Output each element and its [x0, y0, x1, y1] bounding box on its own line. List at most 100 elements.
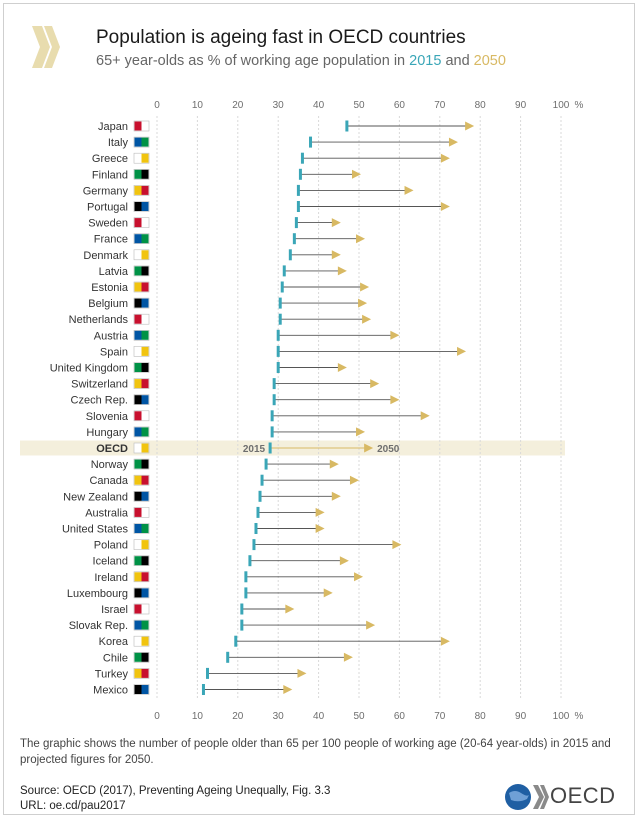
marker-2015: [244, 571, 248, 583]
flag-stripe: [134, 250, 142, 260]
flag-stripe: [134, 185, 142, 195]
flag-stripe: [134, 636, 142, 646]
x-tick-bottom: 80: [475, 711, 487, 722]
flag-stripe: [134, 282, 142, 292]
country-label: Iceland: [93, 556, 128, 568]
marker-2015: [309, 136, 313, 148]
country-label: Luxembourg: [67, 588, 128, 600]
flag-stripe: [134, 459, 142, 469]
marker-2015: [276, 362, 280, 373]
flag-stripe: [134, 379, 142, 389]
flag-stripe: [141, 266, 149, 276]
marker-2050: [364, 443, 374, 453]
flag-stripe: [141, 346, 149, 356]
x-tick-top: 50: [353, 100, 365, 111]
flag-stripe: [141, 507, 149, 517]
flag-stripe: [134, 685, 142, 694]
flag-stripe: [134, 556, 142, 566]
flag-stripe: [134, 218, 142, 228]
flag-stripe: [141, 121, 149, 131]
x-tick-top: 0: [154, 100, 160, 111]
flag-stripe: [141, 685, 149, 694]
flag-stripe: [134, 395, 142, 405]
country-label: Austria: [94, 330, 129, 342]
marker-2015: [270, 426, 274, 438]
country-label: Korea: [99, 636, 129, 648]
flag-stripe: [134, 588, 142, 598]
flag-stripe: [134, 169, 142, 179]
marker-2015: [206, 667, 209, 679]
flag-stripe: [134, 363, 142, 372]
marker-2050: [390, 395, 400, 405]
country-label: Australia: [85, 507, 129, 519]
marker-2015: [280, 281, 284, 293]
x-tick-top: 70: [434, 100, 446, 111]
flag-stripe: [141, 459, 149, 469]
flag-stripe: [134, 298, 142, 308]
marker-2050: [329, 459, 339, 469]
flag-stripe: [141, 540, 149, 550]
country-label: Slovenia: [86, 411, 129, 423]
marker-2015: [345, 120, 349, 132]
flag-stripe: [141, 282, 149, 292]
marker-2015: [240, 619, 244, 631]
marker-2050: [315, 524, 325, 533]
country-label: Belgium: [88, 298, 128, 310]
flag-stripe: [141, 427, 149, 437]
marker-2015: [234, 635, 238, 647]
subtitle-prefix: 65+ year-olds as % of working age popula…: [96, 53, 410, 69]
country-label: OECD: [96, 443, 128, 455]
x-tick-bottom: 60: [394, 711, 406, 722]
marker-2050: [465, 121, 475, 131]
marker-2050: [352, 169, 361, 179]
marker-2015: [298, 168, 302, 180]
marker-2015: [244, 587, 248, 599]
flag-stripe: [134, 411, 142, 421]
flag-stripe: [141, 572, 149, 582]
marker-2015: [264, 458, 268, 470]
x-tick-bottom: 100: [553, 711, 570, 722]
flag-stripe: [141, 379, 149, 389]
country-label: Israel: [101, 604, 128, 616]
flag-stripe: [141, 620, 149, 630]
country-label: Chile: [103, 652, 128, 664]
marker-2015: [296, 201, 300, 212]
flag-stripe: [141, 314, 149, 324]
country-label: Ireland: [94, 572, 128, 584]
chart-title: Population is ageing fast in OECD countr…: [96, 27, 466, 48]
country-label: Sweden: [88, 218, 128, 230]
marker-2050: [283, 685, 293, 694]
country-label: Estonia: [91, 282, 129, 294]
flag-stripe: [141, 556, 149, 566]
flag-stripe: [134, 475, 142, 485]
flag-stripe: [141, 169, 149, 179]
country-label: Czech Rep.: [71, 395, 128, 407]
flag-stripe: [141, 475, 149, 485]
flag-stripe: [141, 330, 149, 340]
marker-2050: [420, 411, 430, 421]
country-label: United Kingdom: [50, 363, 128, 375]
highlight-label-2015: 2015: [243, 444, 266, 455]
marker-2050: [457, 346, 467, 356]
flag-stripe: [134, 620, 142, 630]
flag-stripe: [141, 668, 149, 678]
marker-2050: [360, 282, 370, 292]
marker-2050: [331, 491, 341, 501]
highlight-label-2050: 2050: [377, 444, 400, 455]
x-tick-bottom: 0: [154, 711, 160, 722]
country-label: Denmark: [83, 250, 128, 262]
subtitle-year-2050: 2050: [473, 53, 506, 69]
country-label: Germany: [83, 185, 129, 197]
marker-2015: [252, 539, 256, 551]
country-label: Netherlands: [69, 314, 129, 326]
chart-note: The graphic shows the number of people o…: [20, 738, 611, 766]
oecd-logo-text: OECD: [550, 783, 616, 808]
x-tick-top: 20: [232, 100, 244, 111]
country-label: Portugal: [87, 202, 128, 214]
marker-2050: [339, 556, 349, 566]
source-url[interactable]: URL: oe.cd/pau2017: [20, 800, 126, 812]
flag-stripe: [141, 234, 149, 244]
x-tick-top: 90: [515, 100, 527, 111]
flag-stripe: [134, 153, 142, 163]
flag-stripe: [134, 668, 142, 678]
